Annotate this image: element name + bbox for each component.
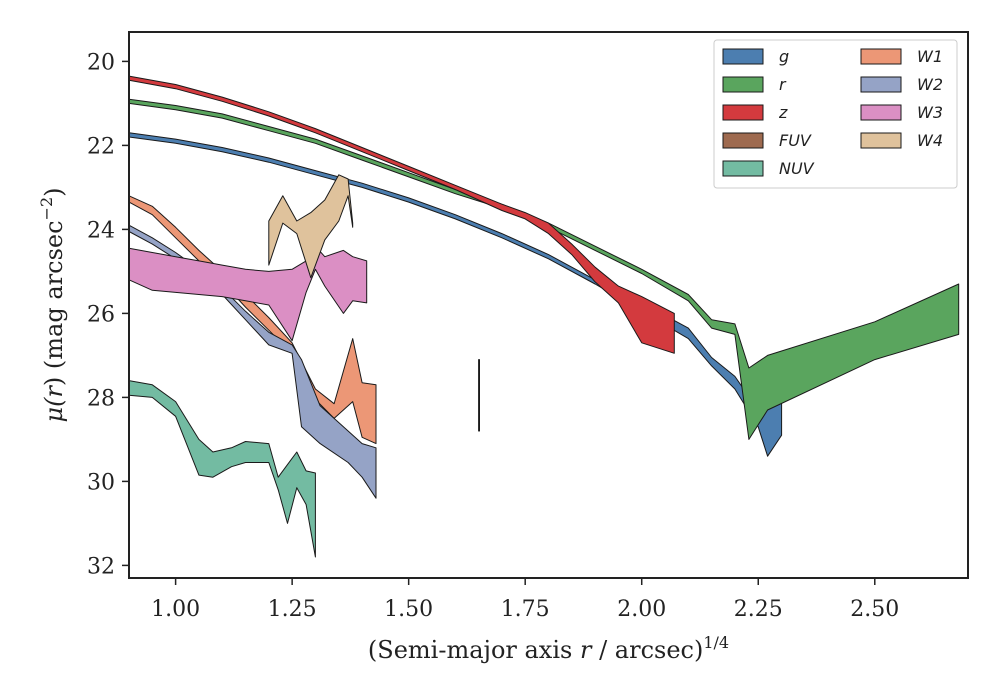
- series-band-w3: [128, 245, 368, 342]
- legend-swatch: [722, 160, 764, 177]
- legend: grz FUV NUV W1 W2 W3 W4: [713, 39, 958, 189]
- legend-label: r: [779, 75, 787, 94]
- series-band-nuv: [128, 380, 316, 558]
- legend-swatch: [722, 104, 764, 121]
- legend-swatch: [722, 48, 764, 65]
- legend-entry-w2: W2: [860, 75, 943, 94]
- legend-swatch: [722, 132, 764, 149]
- legend-label: g: [779, 47, 789, 66]
- x-tick-label: 1.25: [268, 597, 317, 622]
- x-tick-label: 2.25: [734, 597, 783, 622]
- legend-entry-fuv: FUV: [722, 131, 812, 150]
- x-axis-label: (Semi-major axis r / arcsec)1/4: [368, 633, 729, 664]
- legend-label: W3: [917, 103, 943, 122]
- y-tick-label: 28: [87, 386, 115, 411]
- legend-entry-w1: W1: [860, 47, 943, 66]
- y-tick-label: 24: [87, 218, 115, 243]
- x-tick-label: 1.00: [151, 597, 200, 622]
- series-band-w4: [268, 174, 354, 279]
- y-tick-label: 20: [87, 50, 115, 75]
- legend-entry-nuv: NUV: [722, 159, 815, 178]
- legend-label: NUV: [779, 159, 815, 178]
- legend-entry-r: r: [722, 75, 787, 94]
- legend-entry-z: z: [722, 103, 788, 122]
- x-tick-label: 2.00: [617, 597, 666, 622]
- legend-label: W4: [917, 131, 943, 150]
- x-tick-label: 2.50: [850, 597, 899, 622]
- x-tick-label: 1.50: [384, 597, 433, 622]
- legend-swatch: [860, 76, 902, 93]
- legend-entry-w3: W3: [860, 103, 943, 122]
- legend-swatch: [860, 104, 902, 121]
- legend-swatch: [860, 48, 902, 65]
- y-axis-label: μ(r) (mag arcsec−2): [37, 187, 68, 422]
- legend-label: W1: [917, 47, 943, 66]
- legend-entry-g: g: [722, 47, 789, 66]
- x-tick-label: 1.75: [501, 597, 550, 622]
- y-tick-label: 30: [87, 470, 115, 495]
- legend-entry-w4: W4: [860, 131, 943, 150]
- legend-label: FUV: [779, 131, 812, 150]
- legend-swatch: [860, 132, 902, 149]
- y-tick-label: 22: [87, 134, 115, 159]
- series-layer: [128, 75, 960, 558]
- series-band-fuv: [478, 359, 480, 432]
- series-band-r: [128, 98, 960, 440]
- legend-swatch: [722, 76, 764, 93]
- axis-layer: 1.00 1.25 1.50 1.75 2.00 2.25 2.50 20 22 24 26 28 30…: [37, 31, 969, 664]
- y-tick-label: 26: [87, 302, 115, 327]
- plot-frame: [128, 31, 969, 579]
- legend-label: z: [778, 103, 788, 122]
- series-band-g: [128, 132, 783, 457]
- series-band-z: [128, 75, 675, 354]
- legend-label: W2: [917, 75, 943, 94]
- y-tick-label: 32: [87, 554, 115, 579]
